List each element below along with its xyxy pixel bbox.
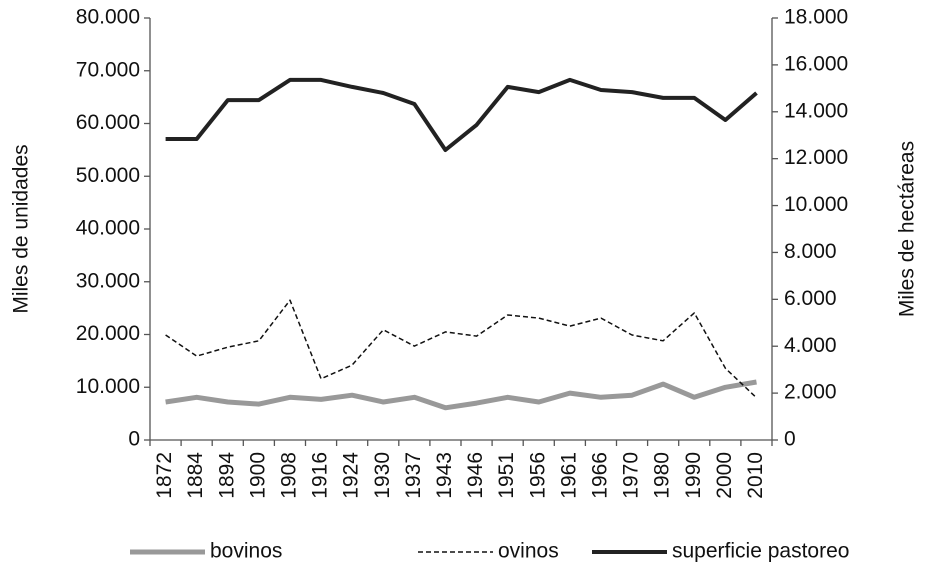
y2-tick-label: 18.000	[784, 6, 848, 29]
legend-label: bovinos	[210, 540, 282, 563]
x-tick-label: 1956	[526, 452, 549, 499]
y-tick-label: 30.000	[76, 269, 140, 292]
y-tick-label: 10.000	[76, 375, 140, 398]
x-tick-label: 1946	[464, 452, 487, 499]
x-tick-label: 1916	[309, 452, 332, 499]
legend-label: superficie pastoreo	[672, 540, 849, 563]
y2-tick-label: 6.000	[784, 287, 837, 310]
x-tick-label: 1961	[557, 452, 580, 499]
x-tick-label: 1966	[588, 452, 611, 499]
y2-tick-label: 8.000	[784, 240, 837, 263]
x-tick-label: 1943	[433, 452, 456, 499]
y2-tick-label: 10.000	[784, 193, 848, 216]
series-line	[165, 379, 757, 411]
y-tick-label: 0	[128, 428, 140, 451]
y2-tick-label: 14.000	[784, 99, 848, 122]
x-tick-label: 1894	[215, 452, 238, 499]
x-tick-label: 1980	[651, 452, 674, 499]
y2-tick-label: 12.000	[784, 146, 848, 169]
x-tick-label: 2010	[744, 452, 767, 499]
x-tick-label: 1990	[682, 452, 705, 499]
y-tick-label: 20.000	[76, 322, 140, 345]
legend-label: ovinos	[498, 540, 559, 563]
series-line	[165, 299, 758, 399]
x-tick-label: 1937	[402, 452, 425, 499]
x-tick-label: 1951	[495, 452, 518, 499]
y-tick-label: 80.000	[76, 6, 140, 29]
x-tick-label: 1872	[153, 452, 176, 499]
x-tick-label: 1908	[277, 452, 300, 499]
x-tick-label: 1970	[620, 452, 643, 499]
x-tick-label: 1930	[371, 452, 394, 499]
y-axis-label: Miles de unidades	[10, 144, 33, 313]
x-tick-label: 1884	[184, 452, 207, 499]
y-tick-label: 60.000	[76, 111, 140, 134]
y2-axis-label: Miles de hectáreas	[896, 141, 919, 317]
x-tick-label: 2000	[713, 452, 736, 499]
x-tick-label: 1924	[340, 452, 363, 499]
y-tick-label: 70.000	[76, 58, 140, 81]
y-tick-label: 50.000	[76, 164, 140, 187]
y2-tick-label: 16.000	[784, 52, 848, 75]
series-line	[165, 77, 758, 152]
y-tick-label: 40.000	[76, 217, 140, 240]
y2-tick-label: 0	[784, 428, 796, 451]
x-tick-label: 1900	[246, 452, 269, 499]
y2-tick-label: 4.000	[784, 334, 837, 357]
y2-tick-label: 2.000	[784, 381, 837, 404]
